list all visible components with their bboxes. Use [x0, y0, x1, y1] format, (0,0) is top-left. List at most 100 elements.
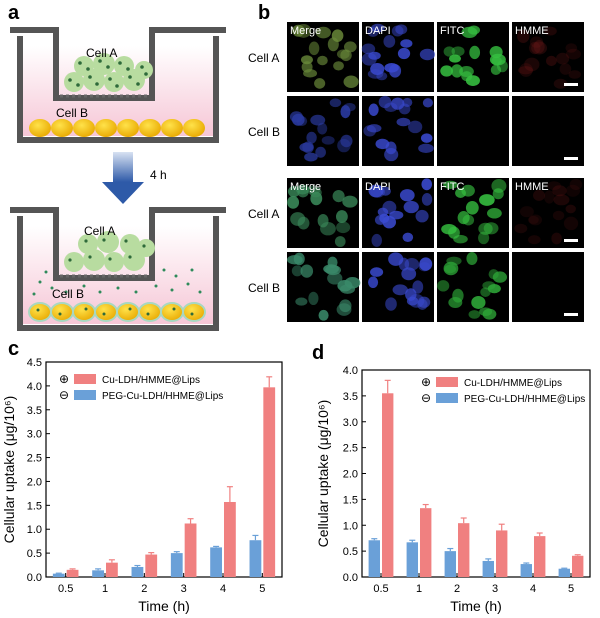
- y-tick-label: 1.5: [27, 500, 42, 512]
- y-tick-label: 2.0: [27, 476, 42, 488]
- bar-peg-cu-ldh: [558, 568, 570, 577]
- scale-bar: [564, 239, 578, 242]
- microscopy-row-label: Cell B: [248, 281, 280, 295]
- cell-a-cluster-top: [64, 53, 153, 92]
- y-tick-label: 3.5: [27, 405, 42, 417]
- micrograph-hmme: [512, 22, 584, 92]
- bar-cu-ldh: [66, 569, 79, 577]
- y-tick-label: 1.0: [343, 520, 358, 532]
- bar-peg-cu-ldh: [131, 566, 144, 577]
- y-tick-label: 0.0: [27, 572, 42, 584]
- bar-peg-cu-ldh: [482, 560, 494, 577]
- bar-cu-ldh: [382, 393, 394, 577]
- x-tick-label: 3: [492, 583, 498, 595]
- bar-cu-ldh: [224, 501, 236, 577]
- well-bottom: Cell A Cell B: [10, 207, 226, 331]
- channel-label: DAPI: [365, 25, 391, 37]
- x-tick-label: 2: [141, 583, 147, 595]
- bar-peg-cu-ldh: [92, 570, 104, 577]
- micrograph-fitc: [437, 178, 509, 248]
- y-tick-label: 3.5: [343, 391, 358, 403]
- panel-label-d: d: [312, 342, 325, 364]
- bar-cu-ldh: [496, 530, 508, 577]
- time-arrow: 4 h: [102, 152, 167, 204]
- micrograph-merge: [287, 96, 359, 166]
- legend-label: PEG-Cu-LDH/HHME@Lips: [102, 391, 223, 402]
- bar-peg-cu-ldh: [520, 564, 532, 577]
- x-tick-label: 0.5: [373, 583, 388, 595]
- bar-peg-cu-ldh: [444, 551, 456, 577]
- x-tick-label: 1: [416, 583, 422, 595]
- y-tick-label: 1.5: [343, 494, 358, 506]
- y-tick-label: 0.5: [343, 546, 358, 558]
- legend-symbol: ⊕: [421, 375, 431, 389]
- legend-symbol: ⊖: [59, 388, 69, 402]
- legend-swatch: [74, 374, 96, 384]
- legend-swatch: [74, 390, 96, 400]
- micrograph-hmme: [512, 252, 584, 322]
- well-top: Cell A Cell B: [10, 27, 226, 143]
- plot-frame: [45, 361, 283, 578]
- x-axis-label: Time (h): [450, 598, 502, 614]
- y-tick-label: 0.0: [343, 572, 358, 584]
- micrograph-merge: [287, 178, 359, 248]
- scale-bar: [564, 313, 578, 316]
- y-tick-label: 0.5: [27, 548, 42, 560]
- y-axis-label: Cellular uptake (μg/10⁶): [315, 400, 331, 548]
- bar-cu-ldh: [263, 387, 276, 577]
- channel-label: FITC: [440, 181, 464, 193]
- bar-peg-cu-ldh: [249, 540, 262, 577]
- micrograph-dapi: [362, 95, 434, 166]
- y-tick-label: 4.0: [27, 381, 42, 393]
- micrograph-dapi: [362, 178, 434, 248]
- y-tick-label: 4.5: [27, 357, 42, 369]
- x-tick-label: 5: [568, 583, 574, 595]
- bar-cu-ldh: [420, 508, 432, 577]
- y-tick-label: 3.0: [27, 429, 42, 441]
- bar-cu-ldh: [145, 554, 158, 577]
- x-tick-label: 5: [259, 583, 265, 595]
- y-axis-label: Cellular uptake (μg/10⁶): [1, 396, 17, 544]
- cell-b-label-bottom: Cell B: [52, 287, 84, 301]
- x-tick-label: 3: [181, 583, 187, 595]
- panel-label-c: c: [8, 338, 20, 360]
- micrograph-merge: [287, 22, 359, 92]
- microscopy-row-label: Cell A: [248, 51, 279, 65]
- bar-cu-ldh: [534, 536, 546, 577]
- legend-label: PEG-Cu-LDH/HHME@Lips: [464, 394, 585, 405]
- bar-peg-cu-ldh: [368, 540, 380, 577]
- x-tick-label: 1: [102, 583, 108, 595]
- chart-d: 0.0 0.5 1.0 1.5 2.0 2.5 3.0 3.5 4.0 0.5 1 2 3 4 5 Time …: [315, 365, 591, 614]
- micrograph-fitc: [437, 22, 509, 92]
- scale-bar: [564, 157, 578, 160]
- cell-b-label-top: Cell B: [56, 106, 88, 120]
- panel-label-a: a: [8, 2, 20, 24]
- bar-cu-ldh: [184, 523, 197, 577]
- bar-cu-ldh: [572, 555, 584, 577]
- bar-cu-ldh: [458, 523, 470, 577]
- channel-label: Merge: [290, 25, 321, 37]
- x-tick-label: 4: [220, 583, 226, 595]
- cell-a-label-top: Cell A: [86, 46, 117, 60]
- micrograph-dapi: [361, 22, 436, 92]
- microscopy-grid: Cell A Merge DAPI FITC HMME Cell B Cell A Merge…: [248, 22, 584, 322]
- x-tick-label: 2: [454, 583, 460, 595]
- channel-label: FITC: [440, 25, 464, 37]
- micrograph-dapi: [362, 252, 434, 322]
- panel-label-b: b: [258, 2, 271, 24]
- cell-a-cluster-bottom: [64, 231, 155, 272]
- bar-peg-cu-ldh: [52, 573, 65, 577]
- micrograph-fitc: [437, 252, 509, 322]
- bar-peg-cu-ldh: [406, 542, 418, 577]
- cell-b-layer-top: [29, 119, 205, 137]
- scale-bar: [564, 83, 578, 86]
- y-tick-label: 4.0: [343, 365, 358, 377]
- cell-a-label-bottom: Cell A: [84, 224, 115, 238]
- y-tick-label: 2.5: [27, 453, 42, 465]
- x-axis-label: Time (h): [138, 598, 190, 614]
- micrograph-fitc: [437, 96, 509, 166]
- channel-label: HMME: [515, 25, 549, 37]
- microscopy-row-label: Cell B: [248, 125, 280, 139]
- bar-peg-cu-ldh: [210, 547, 222, 577]
- released-particles: [32, 268, 202, 296]
